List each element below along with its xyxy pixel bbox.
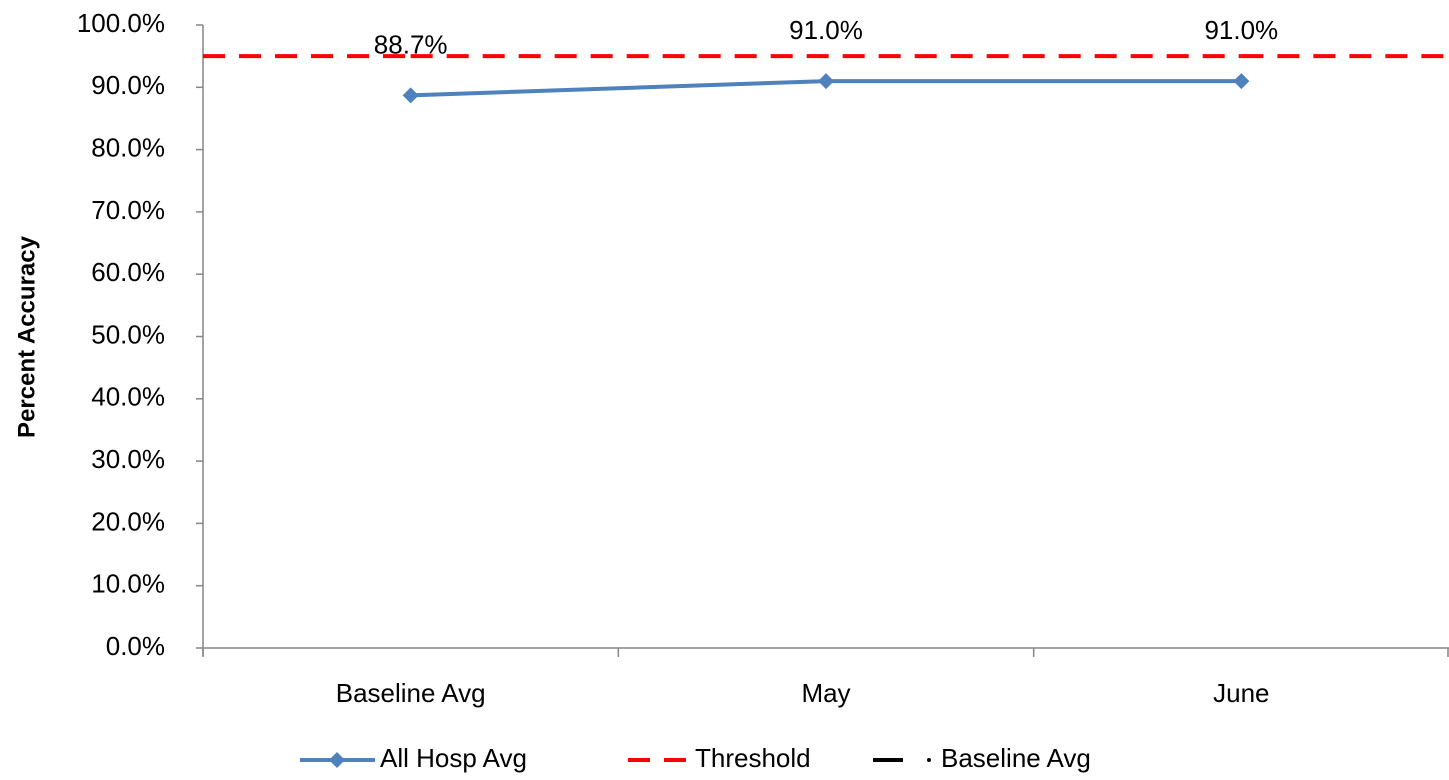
point-marker xyxy=(818,73,834,90)
y-tick-label: 50.0% xyxy=(91,319,165,349)
x-tick-label: Baseline Avg xyxy=(336,678,486,708)
y-tick-label: 90.0% xyxy=(91,70,165,100)
x-tick-label: May xyxy=(801,678,850,708)
data-label: 91.0% xyxy=(789,15,863,45)
point-marker xyxy=(402,87,419,104)
y-axis-label: Percent Accuracy xyxy=(13,235,40,438)
legend-marker xyxy=(329,752,345,768)
x-tick-label: June xyxy=(1213,678,1269,708)
y-tick-label: 10.0% xyxy=(91,569,165,599)
legend-swatch xyxy=(927,758,931,762)
y-tick-label: 20.0% xyxy=(91,506,165,536)
y-tick-label: 40.0% xyxy=(91,382,165,412)
data-label: 91.0% xyxy=(1204,15,1278,45)
legend-label: Threshold xyxy=(695,743,811,773)
y-tick-label: 100.0% xyxy=(77,8,165,38)
y-tick-label: 70.0% xyxy=(91,195,165,225)
y-tick-label: 60.0% xyxy=(91,257,165,287)
legend-label: Baseline Avg xyxy=(941,743,1091,773)
point-marker xyxy=(1233,73,1250,90)
legend-label: All Hosp Avg xyxy=(380,743,527,773)
y-tick-label: 80.0% xyxy=(91,132,165,162)
y-tick-label: 30.0% xyxy=(91,444,165,474)
y-tick-label: 0.0% xyxy=(106,631,165,661)
